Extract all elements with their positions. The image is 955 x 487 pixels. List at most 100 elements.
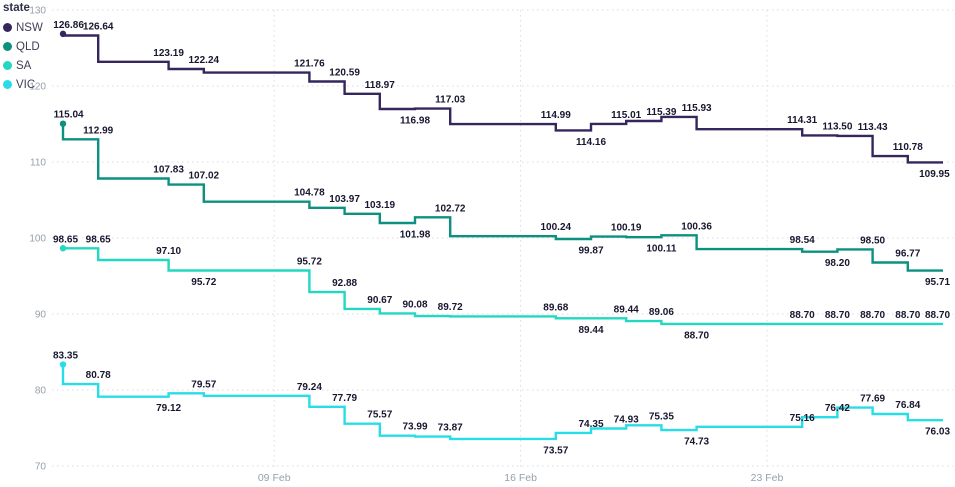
data-label-QLD: 98.20 bbox=[825, 258, 850, 269]
data-label-NSW: 123.19 bbox=[153, 48, 184, 59]
data-label-VIC: 75.35 bbox=[649, 411, 674, 422]
data-label-SA: 95.72 bbox=[191, 277, 216, 288]
data-label-SA: 97.10 bbox=[156, 246, 181, 257]
gridlines bbox=[52, 9, 953, 469]
data-label-SA: 90.67 bbox=[367, 295, 392, 306]
y-tick-label: 120 bbox=[29, 82, 46, 93]
legend-item-NSW[interactable]: NSW bbox=[3, 18, 43, 37]
data-label-QLD: 107.02 bbox=[189, 171, 220, 182]
data-label-NSW: 109.95 bbox=[919, 169, 950, 180]
legend-marker-icon bbox=[3, 23, 12, 32]
data-label-SA: 88.70 bbox=[925, 310, 950, 321]
legend-items: NSW QLD SA VIC bbox=[3, 18, 43, 94]
y-tick-label: 80 bbox=[35, 386, 47, 397]
data-label-QLD: 99.87 bbox=[578, 246, 603, 257]
data-label-SA: 88.70 bbox=[860, 310, 885, 321]
series-start-marker-VIC bbox=[59, 361, 67, 368]
data-label-NSW: 110.78 bbox=[893, 142, 923, 153]
data-label-QLD: 96.77 bbox=[895, 249, 920, 260]
data-label-VIC: 73.87 bbox=[438, 423, 463, 434]
data-label-VIC: 76.03 bbox=[925, 427, 950, 438]
data-label-VIC: 83.35 bbox=[53, 351, 78, 362]
series-line-QLD bbox=[61, 123, 943, 272]
data-label-QLD: 112.99 bbox=[83, 125, 113, 136]
data-label-SA: 88.70 bbox=[895, 310, 920, 321]
legend-marker-icon bbox=[3, 80, 12, 89]
legend-label: QLD bbox=[16, 40, 40, 53]
data-label-SA: 89.44 bbox=[578, 325, 603, 336]
data-label-SA: 89.44 bbox=[614, 304, 639, 315]
data-label-NSW: 121.76 bbox=[294, 59, 325, 70]
y-tick-label: 130 bbox=[29, 6, 46, 17]
x-tick-label: 16 Feb bbox=[504, 472, 537, 484]
series-start-marker-QLD bbox=[59, 120, 67, 127]
data-label-VIC: 79.57 bbox=[191, 379, 216, 390]
legend-title: state bbox=[3, 2, 30, 14]
data-label-VIC: 74.73 bbox=[684, 437, 709, 448]
data-label-QLD: 103.19 bbox=[365, 200, 396, 211]
data-label-NSW: 113.43 bbox=[858, 122, 888, 133]
data-label-SA: 90.08 bbox=[402, 299, 427, 310]
series-line-NSW bbox=[61, 33, 943, 164]
data-label-NSW: 115.39 bbox=[646, 107, 676, 118]
data-label-QLD: 102.72 bbox=[435, 203, 466, 214]
data-label-NSW: 116.98 bbox=[400, 116, 430, 127]
data-label-NSW: 113.50 bbox=[822, 121, 852, 132]
data-label-VIC: 73.99 bbox=[402, 422, 427, 433]
data-label-VIC: 73.57 bbox=[543, 445, 568, 456]
x-tick-label: 23 Feb bbox=[751, 472, 784, 484]
data-label-NSW: 120.59 bbox=[329, 68, 360, 79]
data-label-SA: 89.72 bbox=[438, 302, 463, 313]
data-label-NSW: 118.97 bbox=[365, 80, 395, 91]
legend-item-VIC[interactable]: VIC bbox=[3, 75, 43, 94]
legend: state NSW QLD SA VIC bbox=[3, 2, 43, 94]
series-start-marker-SA bbox=[59, 245, 67, 252]
data-label-NSW: 122.24 bbox=[189, 55, 220, 66]
data-label-QLD: 98.50 bbox=[860, 235, 885, 246]
data-label-QLD: 104.78 bbox=[294, 188, 325, 199]
data-label-QLD: 115.04 bbox=[54, 110, 84, 121]
data-label-NSW: 126.86 bbox=[53, 20, 84, 31]
data-labels: 126.86 126.64 123.19 122.24 121.76 120.59 118.… bbox=[53, 20, 950, 456]
data-label-SA: 98.65 bbox=[53, 234, 78, 245]
data-label-VIC: 75.16 bbox=[790, 413, 815, 424]
series-line-SA bbox=[63, 247, 943, 326]
data-label-VIC: 79.24 bbox=[297, 382, 322, 393]
data-label-QLD: 101.98 bbox=[400, 230, 431, 241]
data-label-VIC: 80.78 bbox=[86, 370, 111, 381]
legend-marker-icon bbox=[3, 42, 12, 51]
data-label-QLD: 103.97 bbox=[329, 194, 360, 205]
data-label-VIC: 77.79 bbox=[332, 393, 357, 404]
data-label-QLD: 100.11 bbox=[646, 244, 676, 255]
data-label-NSW: 126.64 bbox=[83, 22, 114, 33]
data-label-VIC: 77.69 bbox=[860, 394, 885, 405]
y-tick-label: 70 bbox=[35, 462, 47, 473]
data-label-QLD: 107.83 bbox=[153, 165, 184, 176]
data-label-NSW: 115.01 bbox=[611, 110, 641, 121]
axis-labels: 70 80 90 100 110 120 130 09 Feb 16 Feb 23 Feb bbox=[29, 6, 783, 485]
legend-item-QLD[interactable]: QLD bbox=[3, 37, 43, 56]
legend-item-SA[interactable]: SA bbox=[3, 56, 43, 75]
y-tick-label: 100 bbox=[29, 234, 46, 245]
legend-label: SA bbox=[16, 59, 32, 72]
data-label-VIC: 76.84 bbox=[895, 400, 920, 411]
data-label-NSW: 114.31 bbox=[787, 115, 817, 126]
data-label-QLD: 98.54 bbox=[790, 235, 815, 246]
series-line-VIC bbox=[61, 364, 943, 441]
y-tick-label: 110 bbox=[30, 158, 46, 169]
legend-label: NSW bbox=[16, 21, 43, 34]
y-tick-label: 90 bbox=[35, 310, 47, 321]
data-label-SA: 88.70 bbox=[684, 330, 709, 341]
data-label-VIC: 74.35 bbox=[578, 419, 603, 430]
legend-marker-icon bbox=[3, 61, 12, 70]
data-label-SA: 92.88 bbox=[332, 278, 357, 289]
data-label-VIC: 79.12 bbox=[156, 403, 181, 414]
data-label-NSW: 117.03 bbox=[435, 95, 465, 106]
series-start-marker-NSW bbox=[59, 30, 67, 38]
data-label-NSW: 114.16 bbox=[576, 137, 606, 148]
series-lines bbox=[59, 30, 943, 441]
data-label-QLD: 100.19 bbox=[611, 223, 642, 234]
legend-label: VIC bbox=[16, 78, 36, 91]
